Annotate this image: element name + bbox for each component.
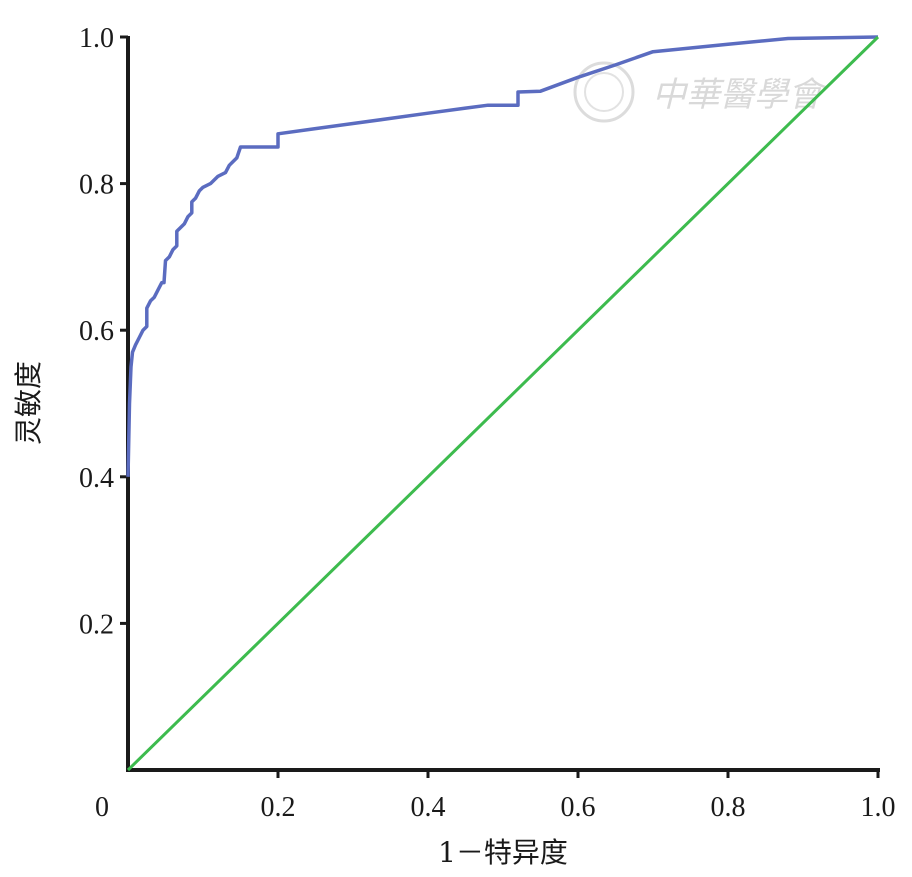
x-tick-label: 0 xyxy=(95,792,109,823)
y-tick-label: 1.0 xyxy=(79,23,114,54)
x-axis-title: 1－特异度 xyxy=(438,836,568,869)
x-tick-label: 0.8 xyxy=(711,792,746,823)
roc-curve-line xyxy=(126,35,879,477)
watermark-seal-inner xyxy=(584,72,624,112)
y-ticks: 0.2 0.4 0.6 0.8 1.0 xyxy=(79,23,128,640)
reference-diagonal-line xyxy=(126,35,880,772)
y-axis-title: 灵敏度 xyxy=(12,361,45,445)
y-tick-label: 0.2 xyxy=(79,609,114,640)
y-tick-label: 0.8 xyxy=(79,170,114,201)
series-layer xyxy=(126,35,880,772)
watermark: 中華醫學會 xyxy=(573,61,827,123)
x-tick-label: 0.4 xyxy=(411,792,446,823)
watermark-text: 中華醫學會 xyxy=(652,75,827,115)
y-tick-label: 0.4 xyxy=(79,463,114,494)
x-tick-label: 0.6 xyxy=(561,792,596,823)
watermark-seal-icon xyxy=(573,61,635,123)
x-tick-label: 1.0 xyxy=(861,792,896,823)
x-tick-label: 0.2 xyxy=(261,792,296,823)
y-tick-label: 0.6 xyxy=(79,316,114,347)
x-ticks: 0 0.2 0.4 0.6 0.8 1.0 xyxy=(95,770,896,823)
